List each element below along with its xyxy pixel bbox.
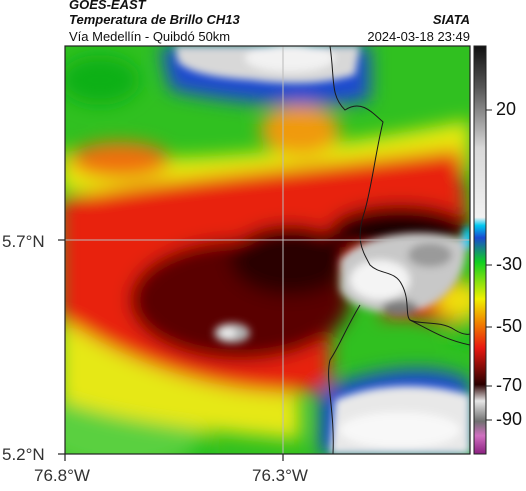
colorbar-label: -90	[496, 409, 523, 429]
satellite-title: GOES-EAST	[69, 0, 146, 12]
colorbar	[473, 45, 492, 455]
region-subtitle: Vía Medellín - Quibdó 50km	[69, 29, 231, 44]
lat-tick-label: 5.2°N	[2, 445, 45, 464]
datetime-label: 2024-03-18 23:49	[367, 29, 470, 44]
colorbar-label: 20	[496, 99, 517, 119]
colorbar-label: -30	[496, 254, 523, 274]
temperature-field	[65, 46, 470, 454]
colorbar-label: -70	[496, 375, 523, 395]
lat-tick-label: 5.7°N	[2, 232, 45, 251]
lon-tick-label: 76.3°W	[252, 466, 308, 485]
source-label: SIATA	[432, 12, 470, 27]
product-title: Temperatura de Brillo CH13	[69, 12, 240, 27]
lon-tick-label: 76.8°W	[34, 466, 90, 485]
colorbar-label: -50	[496, 316, 523, 336]
